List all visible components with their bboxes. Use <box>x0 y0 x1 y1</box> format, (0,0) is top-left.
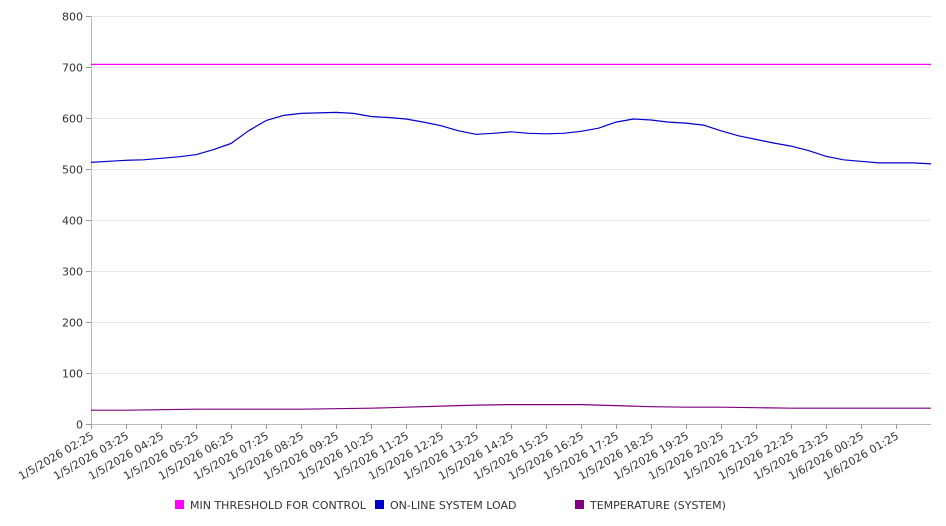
series-line-on-line-system-load <box>90 111 932 165</box>
gridlines <box>91 16 931 374</box>
y-tick-label: 0 <box>76 419 83 432</box>
legend-label: TEMPERATURE (SYSTEM) <box>589 499 726 512</box>
y-tick-label: 700 <box>62 62 83 75</box>
y-tick-label: 100 <box>62 368 83 381</box>
legend: MIN THRESHOLD FOR CONTROL ON-LINE SYSTEM … <box>175 499 726 512</box>
y-tick-label: 600 <box>62 113 83 126</box>
legend-swatch <box>375 500 384 509</box>
y-tick-label: 200 <box>62 317 83 330</box>
legend-swatch <box>175 500 184 509</box>
y-tick-label: 500 <box>62 164 83 177</box>
series-line-temperature-system <box>91 404 931 411</box>
y-tick-label: 400 <box>62 215 83 228</box>
y-axis-ticks: 0 100 200 300 400 500 600 700 800 <box>62 11 91 432</box>
x-axis-ticks: 1/5/2026 02:251/5/2026 03:251/5/2026 04:… <box>16 424 901 483</box>
series-lines <box>90 63 932 411</box>
y-tick-label: 300 <box>62 266 83 279</box>
y-tick-label: 800 <box>62 11 83 24</box>
legend-label: ON-LINE SYSTEM LOAD <box>390 499 516 512</box>
legend-swatch <box>575 500 584 509</box>
legend-label: MIN THRESHOLD FOR CONTROL <box>190 499 367 512</box>
